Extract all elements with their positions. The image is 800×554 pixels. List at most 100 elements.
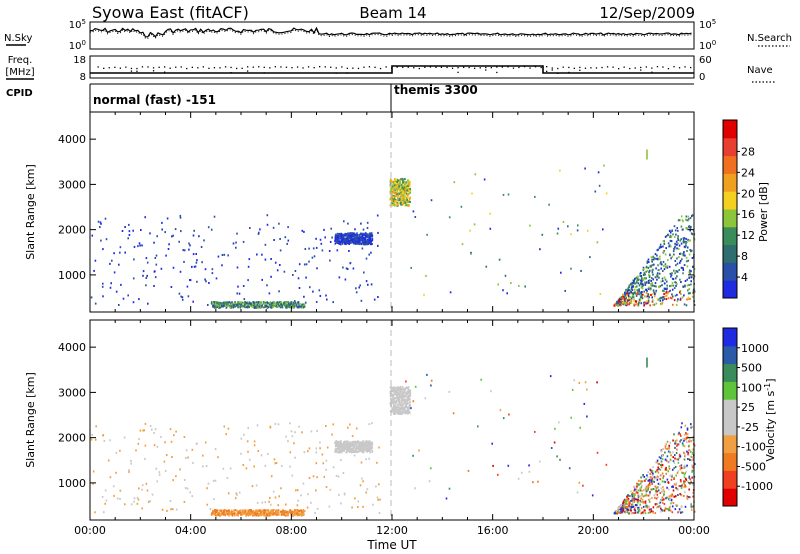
data-cell: [203, 239, 205, 242]
colorbar-segment: [723, 328, 737, 347]
data-cell: [407, 190, 410, 193]
velocity-x-ticks: 00:00 04:00 08:00 12:00 16:00 20:00 00:00: [74, 320, 710, 537]
data-cell: [671, 272, 673, 275]
data-cell: [660, 280, 662, 283]
data-cell: [274, 261, 277, 264]
data-cell: [403, 201, 405, 203]
data-cell: [358, 234, 361, 236]
data-cell: [644, 509, 646, 512]
data-cell: [226, 303, 228, 306]
data-cell: [261, 509, 264, 512]
data-cell: [140, 229, 142, 231]
data-cell: [249, 304, 251, 307]
data-cell: [358, 446, 360, 448]
data-cell: [393, 387, 395, 390]
data-cell: [662, 488, 665, 491]
data-cell: [146, 261, 149, 264]
data-cell: [682, 220, 684, 223]
nave-point: [623, 66, 625, 68]
data-cell: [366, 221, 369, 224]
data-cell: [684, 484, 686, 487]
data-cell: [670, 497, 673, 500]
data-cell: [138, 242, 141, 245]
data-cell: [232, 306, 235, 309]
data-cell: [356, 235, 359, 238]
data-cell: [642, 511, 645, 513]
data-cell: [643, 290, 645, 293]
data-cell: [662, 280, 664, 282]
data-cell: [161, 508, 164, 511]
data-cell: [305, 276, 307, 279]
nave-point: [595, 67, 598, 69]
data-cell: [633, 281, 635, 284]
data-cell: [192, 234, 195, 237]
data-cell: [686, 227, 688, 230]
data-cell: [189, 491, 191, 494]
data-cell: [329, 241, 332, 243]
data-cell: [341, 446, 344, 449]
data-cell: [127, 294, 129, 297]
nave-point: [114, 66, 116, 68]
data-cell: [641, 511, 644, 514]
data-cell: [635, 491, 638, 494]
data-cell: [277, 512, 280, 515]
data-cell: [671, 255, 674, 258]
data-cell: [348, 443, 351, 446]
x-tick-label: 08:00: [275, 524, 307, 537]
data-cell: [679, 433, 681, 436]
data-cell: [690, 276, 692, 279]
data-cell: [622, 293, 624, 296]
data-cell: [664, 481, 667, 484]
data-cell: [663, 276, 666, 279]
data-cell: [646, 290, 648, 292]
data-cell: [651, 271, 654, 274]
data-cell: [405, 412, 408, 414]
data-cell: [402, 198, 404, 201]
data-cell: [624, 498, 626, 501]
data-cell: [670, 235, 673, 238]
data-cell: [277, 509, 280, 512]
data-cell: [391, 186, 393, 189]
data-cell: [658, 456, 661, 459]
data-cell: [675, 439, 678, 442]
data-cell: [666, 280, 668, 283]
nave-point: [357, 67, 360, 70]
data-cell: [504, 274, 507, 277]
data-cell: [640, 512, 643, 515]
nave-point: [379, 67, 382, 70]
data-cell: [371, 234, 373, 237]
data-cell: [681, 422, 683, 425]
data-cell: [404, 178, 406, 181]
data-cell: [647, 488, 649, 491]
data-cell: [257, 306, 260, 309]
data-cell: [677, 488, 679, 491]
data-cell: [646, 302, 649, 305]
data-cell: [90, 296, 93, 299]
data-cell: [558, 421, 560, 424]
data-cell: [365, 236, 367, 239]
data-cell: [396, 189, 399, 192]
data-cell: [305, 263, 308, 266]
data-cell: [180, 295, 182, 298]
data-cell: [634, 282, 636, 285]
data-cell: [247, 306, 250, 309]
data-cell: [659, 492, 662, 494]
data-cell: [671, 288, 674, 291]
data-cell: [389, 181, 392, 183]
data-cell: [677, 433, 680, 436]
data-cell: [207, 304, 209, 306]
data-cell: [404, 191, 407, 194]
data-cell: [308, 447, 311, 450]
data-cell: [279, 306, 282, 309]
data-cell: [656, 254, 658, 257]
data-cell: [301, 303, 303, 306]
data-cell: [667, 233, 669, 236]
data-cell: [365, 450, 368, 453]
data-cell: [666, 440, 669, 443]
data-cell: [677, 470, 679, 473]
data-cell: [245, 514, 247, 517]
data-cell: [688, 444, 690, 447]
data-cell: [155, 254, 158, 257]
data-cell: [400, 390, 403, 393]
data-cell: [236, 292, 238, 295]
